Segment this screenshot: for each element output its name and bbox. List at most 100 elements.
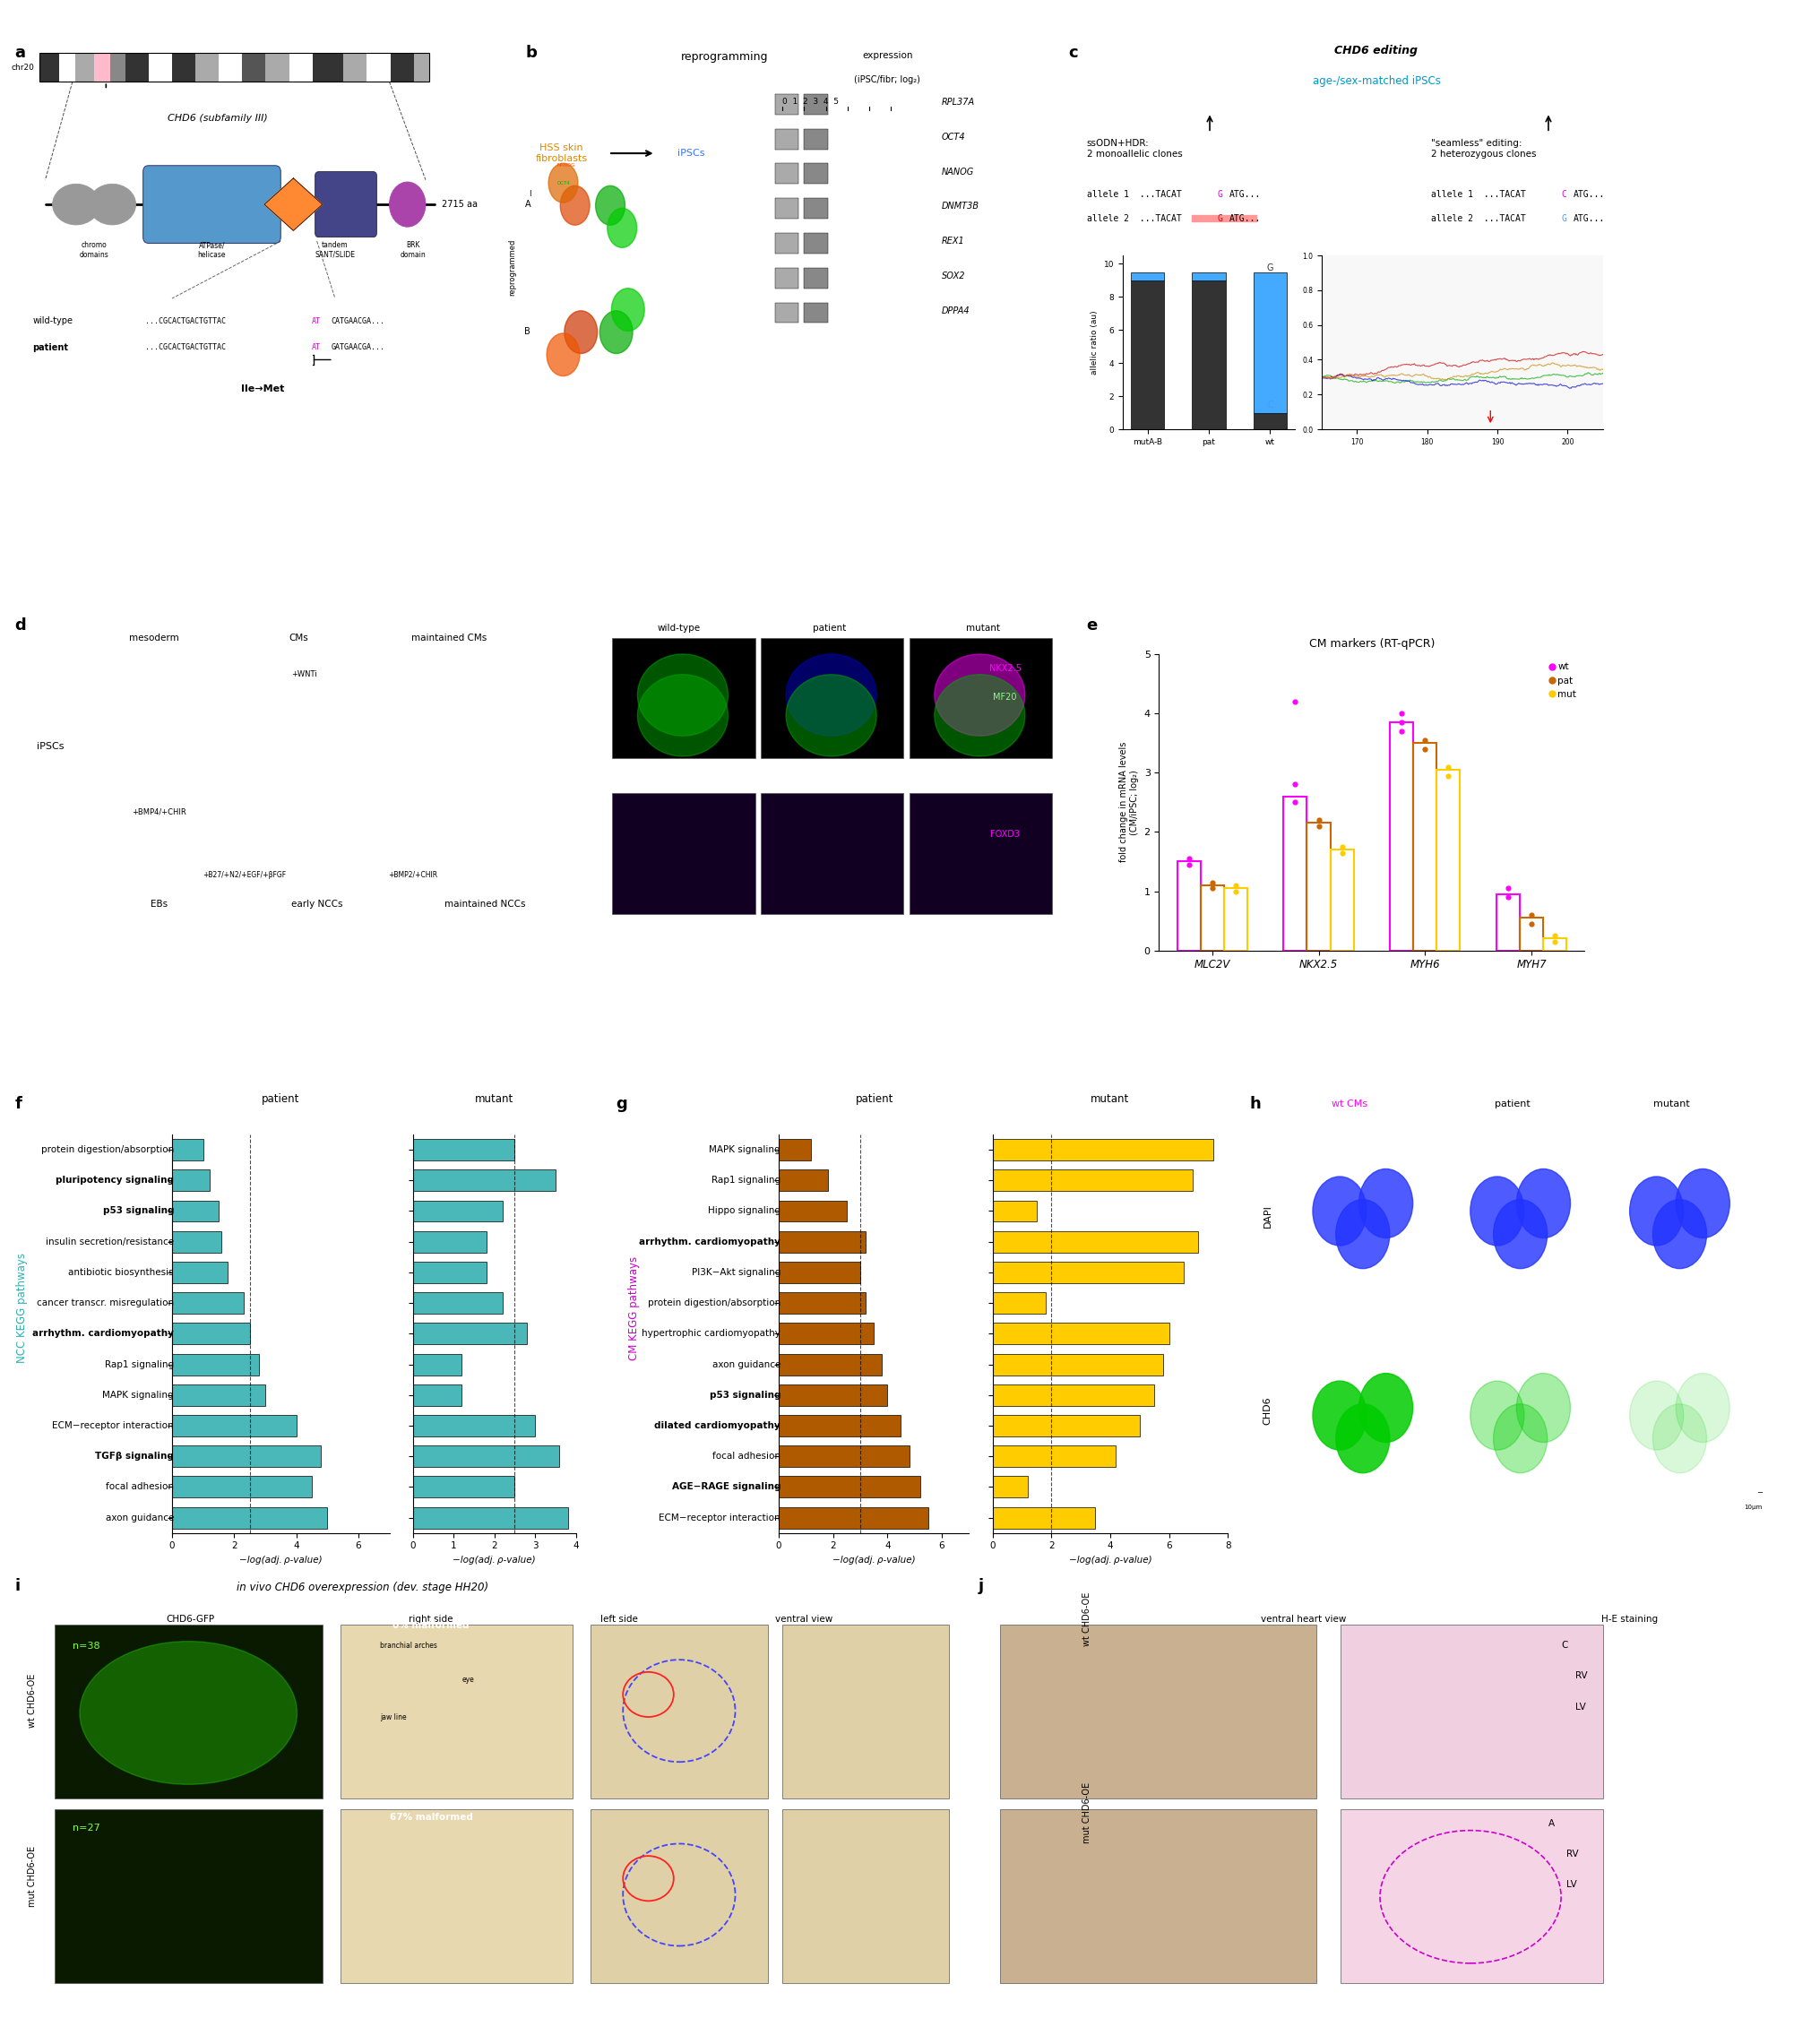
- Bar: [779, 1139, 811, 1161]
- Bar: [1389, 722, 1413, 950]
- FancyBboxPatch shape: [143, 166, 281, 243]
- Text: antibiotic biosynthesis: antibiotic biosynthesis: [69, 1267, 174, 1278]
- Polygon shape: [264, 178, 322, 231]
- Bar: [992, 1445, 1116, 1468]
- Bar: [992, 1506, 1096, 1529]
- Bar: [172, 1384, 264, 1406]
- Bar: [804, 233, 828, 253]
- Text: arrhythm. cardiomyopathy: arrhythm. cardiomyopathy: [639, 1237, 781, 1247]
- Bar: [413, 1169, 556, 1192]
- Text: iPSCs: iPSCs: [36, 742, 65, 750]
- Text: REX1: REX1: [942, 237, 965, 245]
- Text: protein digestion/absorption: protein digestion/absorption: [648, 1298, 781, 1308]
- Bar: [804, 129, 828, 149]
- Ellipse shape: [1494, 1200, 1547, 1269]
- Bar: [1308, 824, 1331, 950]
- Text: Rap1 signaling: Rap1 signaling: [712, 1175, 781, 1186]
- Bar: [172, 1414, 297, 1437]
- Bar: [172, 1322, 250, 1345]
- Bar: [779, 1384, 887, 1406]
- Ellipse shape: [1358, 1169, 1413, 1239]
- Point: [1197, 873, 1226, 905]
- Point: [1387, 697, 1416, 730]
- Ellipse shape: [549, 164, 578, 202]
- Point: [1174, 848, 1203, 881]
- Ellipse shape: [934, 654, 1025, 736]
- Bar: [992, 1230, 1199, 1253]
- Bar: [775, 164, 799, 184]
- Text: CHD6 editing: CHD6 editing: [1335, 45, 1418, 57]
- Bar: [775, 233, 799, 253]
- Text: allele 2  ...TACAT: allele 2 ...TACAT: [1087, 215, 1181, 223]
- Bar: [992, 1476, 1029, 1498]
- Ellipse shape: [1675, 1374, 1730, 1443]
- Bar: [909, 793, 1052, 914]
- Bar: [172, 1200, 219, 1222]
- Text: maintained CMs: maintained CMs: [411, 634, 487, 642]
- Ellipse shape: [1313, 1177, 1367, 1245]
- Bar: [1201, 885, 1224, 950]
- Text: eye: eye: [462, 1676, 474, 1684]
- Point: [1280, 785, 1309, 818]
- Text: LV: LV: [1576, 1703, 1586, 1711]
- Text: MAPK signaling: MAPK signaling: [710, 1145, 781, 1155]
- Text: e: e: [1087, 617, 1097, 634]
- Text: +B27/+N2/+EGF/+βFGF: +B27/+N2/+EGF/+βFGF: [203, 871, 286, 879]
- Bar: [340, 1809, 572, 1983]
- Bar: [782, 1809, 949, 1983]
- Point: [1387, 715, 1416, 748]
- Ellipse shape: [786, 654, 877, 736]
- Text: allele 2  ...TACAT: allele 2 ...TACAT: [1431, 215, 1525, 223]
- Text: Ile→Met: Ile→Met: [241, 384, 284, 392]
- Text: 10μm: 10μm: [1744, 1504, 1762, 1511]
- Point: [1304, 809, 1333, 842]
- Text: early NCCs: early NCCs: [292, 899, 342, 908]
- Bar: [413, 1230, 485, 1253]
- Bar: [992, 1384, 1154, 1406]
- Ellipse shape: [89, 184, 136, 225]
- Ellipse shape: [53, 184, 100, 225]
- Bar: [243, 53, 266, 82]
- Ellipse shape: [1675, 1169, 1730, 1239]
- Bar: [1253, 272, 1288, 413]
- Point: [1221, 869, 1250, 901]
- Bar: [219, 53, 243, 82]
- Text: focal adhesion: focal adhesion: [712, 1451, 781, 1461]
- Text: branchial arches: branchial arches: [380, 1641, 438, 1650]
- Text: DNMT3B: DNMT3B: [942, 202, 980, 211]
- Text: NKX2.5: NKX2.5: [989, 664, 1021, 672]
- Bar: [779, 1200, 848, 1222]
- Text: right side: right side: [409, 1615, 453, 1623]
- Text: AT: AT: [311, 317, 321, 325]
- Text: CHD6-GFP: CHD6-GFP: [167, 1615, 214, 1623]
- Text: mut CHD6-OE: mut CHD6-OE: [1083, 1782, 1090, 1844]
- Text: maintained NCCs: maintained NCCs: [446, 899, 525, 908]
- Text: protein digestion/absorption: protein digestion/absorption: [42, 1145, 174, 1155]
- Bar: [804, 94, 828, 114]
- Text: RPL37A: RPL37A: [942, 98, 974, 106]
- Text: hypertrophic cardiomyopathy: hypertrophic cardiomyopathy: [641, 1329, 781, 1339]
- Bar: [775, 198, 799, 219]
- Text: allele 1  ...TACAT: allele 1 ...TACAT: [1431, 190, 1525, 198]
- Text: ATG...: ATG...: [1574, 190, 1605, 198]
- Text: insulin secretion/resistance: insulin secretion/resistance: [45, 1237, 174, 1247]
- Point: [1541, 926, 1570, 959]
- Text: c: c: [1068, 45, 1078, 61]
- Text: reprogramming: reprogramming: [681, 51, 768, 63]
- Text: g: g: [616, 1096, 627, 1112]
- Bar: [779, 1445, 909, 1468]
- Bar: [1331, 850, 1355, 950]
- Bar: [413, 1261, 485, 1284]
- Bar: [110, 53, 125, 82]
- Text: 0% malformed: 0% malformed: [393, 1621, 469, 1629]
- Text: 0  1  2  3  4  5: 0 1 2 3 4 5: [782, 98, 838, 106]
- Text: I: I: [529, 190, 531, 198]
- Bar: [590, 1625, 768, 1799]
- Text: AT: AT: [311, 343, 321, 352]
- Bar: [413, 1384, 462, 1406]
- Bar: [992, 1169, 1193, 1192]
- Text: PI3K−Akt signaling: PI3K−Akt signaling: [692, 1267, 781, 1278]
- Ellipse shape: [1494, 1404, 1547, 1474]
- Text: wild-type: wild-type: [657, 623, 701, 632]
- Text: patient: patient: [857, 1094, 893, 1106]
